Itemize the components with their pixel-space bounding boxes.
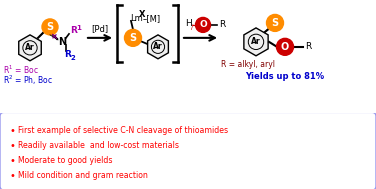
Text: R$^2$ = Ph, Boc: R$^2$ = Ph, Boc <box>3 74 53 87</box>
Circle shape <box>276 38 294 55</box>
Text: 1: 1 <box>77 25 82 31</box>
Polygon shape <box>148 35 168 59</box>
FancyBboxPatch shape <box>0 112 376 189</box>
Polygon shape <box>19 35 41 61</box>
Text: Mild condition and gram reaction: Mild condition and gram reaction <box>18 171 148 180</box>
Text: Moderate to good yields: Moderate to good yields <box>18 156 112 165</box>
Text: S: S <box>129 33 136 43</box>
Text: H: H <box>186 19 193 28</box>
Text: R: R <box>305 42 311 51</box>
Text: N: N <box>58 37 66 47</box>
Text: First example of selective C-N cleavage of thioamides: First example of selective C-N cleavage … <box>18 126 228 135</box>
Text: R$^1$ = Boc: R$^1$ = Boc <box>3 64 39 76</box>
Text: •: • <box>9 171 15 181</box>
Text: R = alkyl, aryl: R = alkyl, aryl <box>221 60 275 69</box>
Text: Ar: Ar <box>251 37 261 46</box>
Text: Ar: Ar <box>153 42 163 51</box>
Text: [Pd]: [Pd] <box>91 24 109 33</box>
Text: O: O <box>199 20 207 29</box>
Text: 2: 2 <box>71 55 75 61</box>
Circle shape <box>124 29 141 46</box>
Text: Lm: Lm <box>130 14 143 23</box>
Text: R: R <box>65 50 71 59</box>
Text: •: • <box>9 141 15 151</box>
Text: Readily available  and low-cost materials: Readily available and low-cost materials <box>18 141 179 150</box>
Text: /: / <box>191 24 193 30</box>
Text: O: O <box>281 42 289 52</box>
Circle shape <box>42 19 58 35</box>
Text: Yields up to 81%: Yields up to 81% <box>246 72 324 81</box>
Text: X: X <box>139 10 146 19</box>
Text: S: S <box>47 22 53 32</box>
Circle shape <box>267 14 284 31</box>
Text: R: R <box>71 26 77 35</box>
Text: Ar: Ar <box>25 43 35 52</box>
Text: •: • <box>9 125 15 136</box>
Text: R: R <box>219 20 225 29</box>
Text: –[M]: –[M] <box>143 14 161 23</box>
Circle shape <box>196 17 211 32</box>
Polygon shape <box>244 28 268 56</box>
Text: S: S <box>271 18 279 28</box>
Text: •: • <box>9 156 15 166</box>
